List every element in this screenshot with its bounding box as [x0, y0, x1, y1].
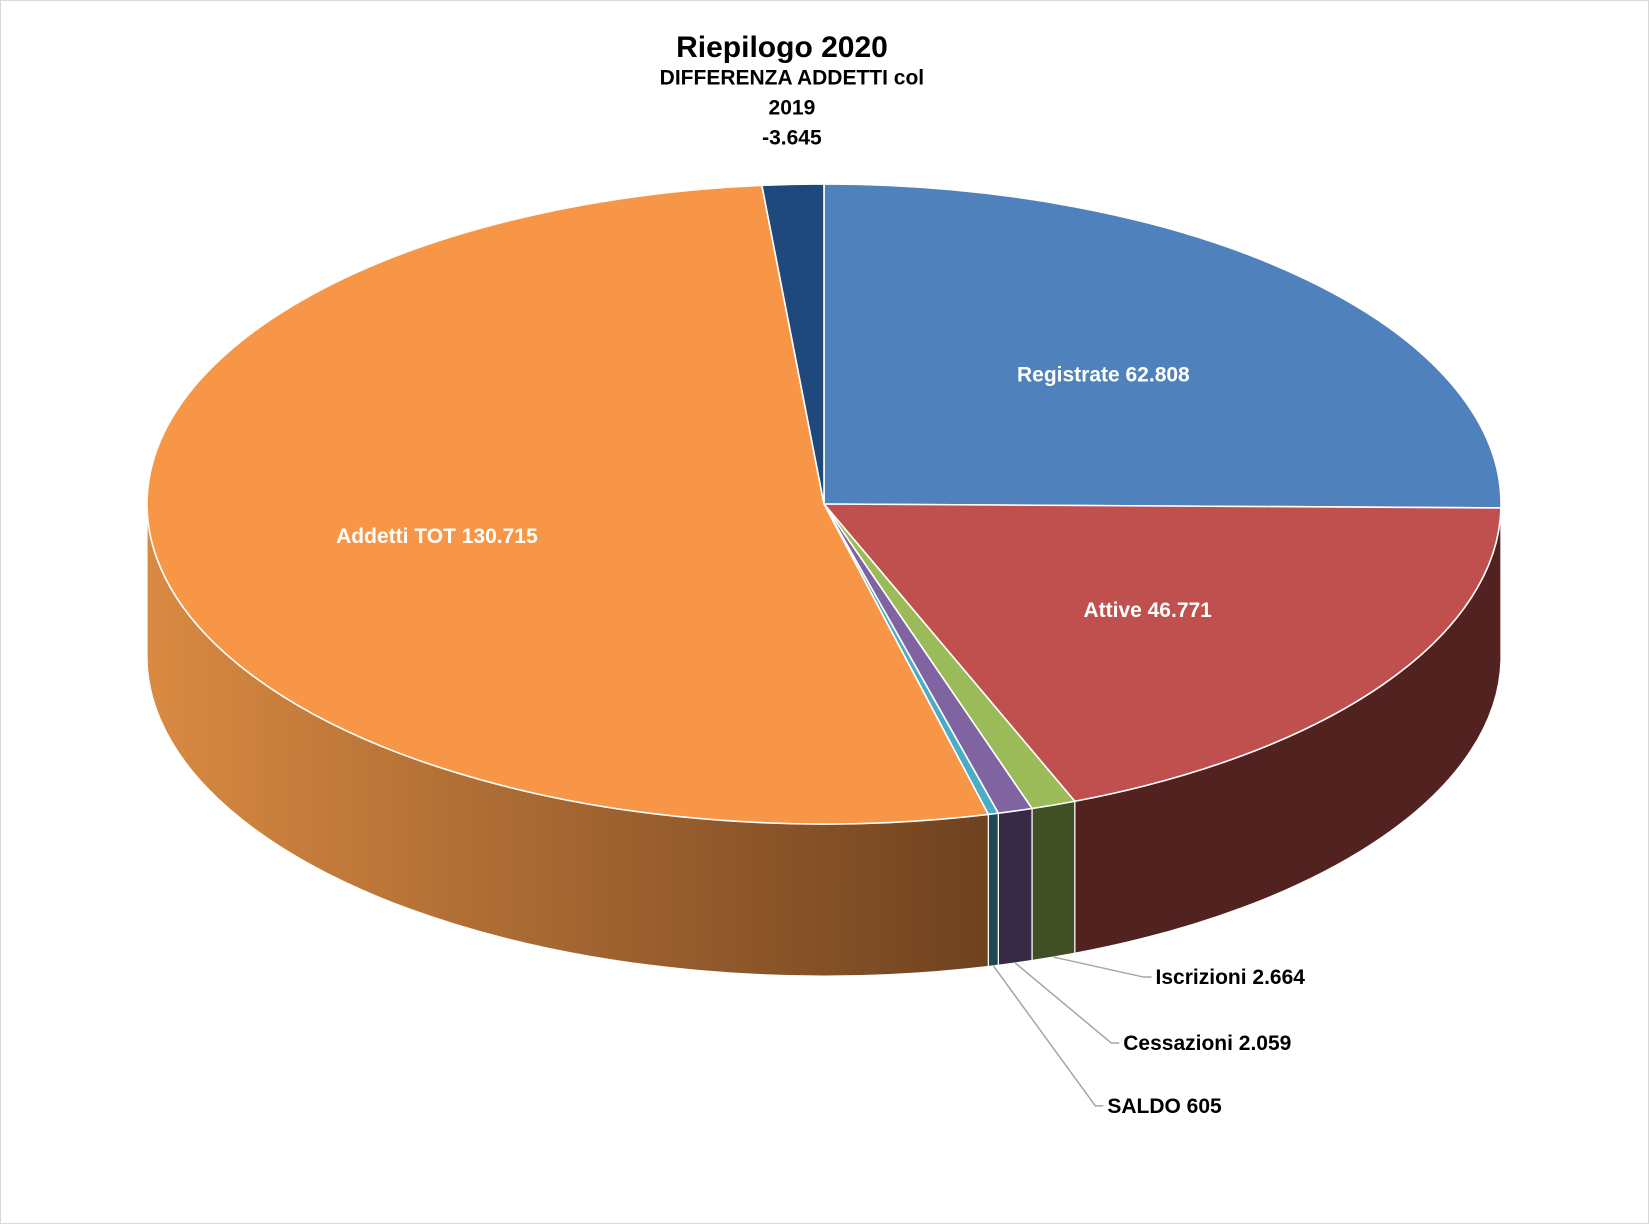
- leader-cessazioni: [1014, 962, 1120, 1044]
- slice-registrate: [823, 183, 1502, 509]
- data-label-addetti-tot: Addetti TOT 130.715: [336, 525, 538, 548]
- slice-differenza-addetti-col-2019: [760, 183, 825, 505]
- data-label-saldo: SALDO 605: [1107, 1095, 1222, 1118]
- pie-tops: [146, 183, 1502, 825]
- slice-addetti-tot: [146, 184, 990, 825]
- side-cessazioni: [997, 807, 1033, 966]
- slice-attive: [822, 503, 1502, 803]
- data-label-differenza-addetti-col-2019: DIFFERENZA ADDETTI col 2019 -3.645: [660, 66, 924, 149]
- data-label-registrate: Registrate 62.808: [1017, 364, 1190, 387]
- side-saldo: [987, 812, 999, 968]
- leader-saldo: [992, 965, 1104, 1107]
- leader-iscrizioni: [1053, 956, 1152, 978]
- data-label-attive: Attive 46.771: [1083, 599, 1212, 622]
- data-label-cessazioni: Cessazioni 2.059: [1123, 1032, 1291, 1055]
- data-label-iscrizioni: Iscrizioni 2.664: [1156, 966, 1306, 989]
- chart-title: Riepilogo 2020: [676, 31, 888, 64]
- pie-labels: Registrate 62.808 Attive 46.771 Iscrizioni…: [336, 66, 1305, 1117]
- side-iscrizioni: [1031, 800, 1076, 962]
